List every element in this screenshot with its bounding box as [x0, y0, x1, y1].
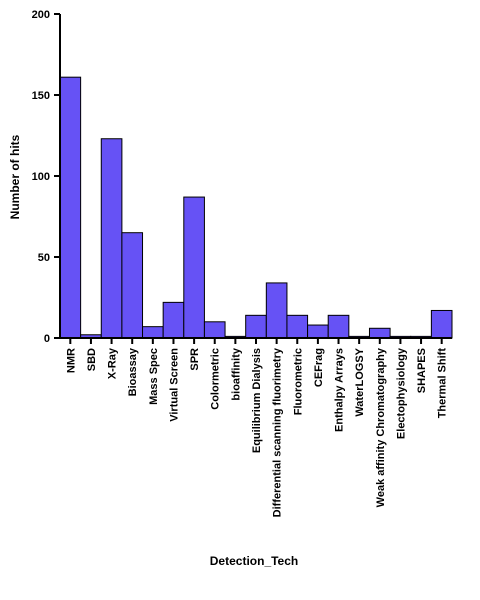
bar-mass-spec — [142, 326, 164, 339]
x-tick-label: SPR — [189, 348, 201, 371]
x-tick-label: WaterLOGSY — [354, 347, 366, 416]
y-ticks: 0 50 100 150 200 — [32, 9, 60, 345]
bar-colormetric — [203, 321, 226, 339]
x-tick-label: SHAPES — [416, 348, 428, 393]
x-tick-label: CEFrag — [313, 348, 325, 387]
bar-nmr — [59, 76, 82, 339]
y-tick-label: 50 — [38, 252, 50, 264]
bar-thermal-shift — [430, 309, 453, 339]
x-tick-labels: NMR SBD X-Ray Bioassay Mass Spec Virtual Scre… — [65, 338, 449, 517]
y-tick-label: 150 — [32, 90, 50, 102]
x-tick-label: SBD — [86, 348, 98, 371]
x-tick-label: Weak affinity Chromatography — [375, 347, 387, 507]
bar-enthalpy-arrays — [327, 314, 350, 339]
x-tick-label: Mass Spec — [148, 348, 160, 405]
x-tick-label: Thermal Shift — [437, 348, 449, 419]
y-tick-label: 100 — [32, 171, 50, 183]
x-tick-label: X-Ray — [107, 347, 119, 379]
x-tick-label: Bioassay — [127, 347, 139, 396]
bar-equilibrium-dialysis — [245, 314, 267, 339]
x-axis-title: Detection_Tech — [210, 554, 298, 568]
bar-virtual-screen — [162, 301, 185, 339]
x-tick-label: Fluorometric — [292, 348, 304, 415]
x-tick-label: Electophysiology — [395, 347, 407, 439]
bar-fluorometric — [286, 314, 309, 339]
bar-weak-affinity-chromatography — [368, 327, 391, 339]
bar-spr — [183, 196, 205, 339]
bar-bioassay — [121, 232, 144, 339]
bar-cefrag — [307, 324, 329, 339]
y-tick-label: 0 — [44, 333, 50, 345]
x-tick-label: NMR — [65, 348, 77, 373]
bar-differential-scanning-fluorimetry — [265, 282, 288, 339]
x-tick-label: Virtual Screen — [168, 348, 180, 422]
x-tick-label: Equilibrium Dialysis — [251, 348, 263, 453]
y-tick-label: 200 — [32, 9, 50, 21]
x-tick-label: Differential scanning fluorimetry — [272, 347, 284, 517]
x-tick-label: Colormetric — [210, 348, 222, 410]
x-tick-label: bioaffinity — [230, 347, 242, 400]
y-axis-title: Number of hits — [8, 134, 22, 219]
x-tick-label: Enthalpy Arrays — [334, 348, 346, 432]
bars-layer — [59, 76, 453, 339]
bar-x-ray — [100, 138, 123, 339]
